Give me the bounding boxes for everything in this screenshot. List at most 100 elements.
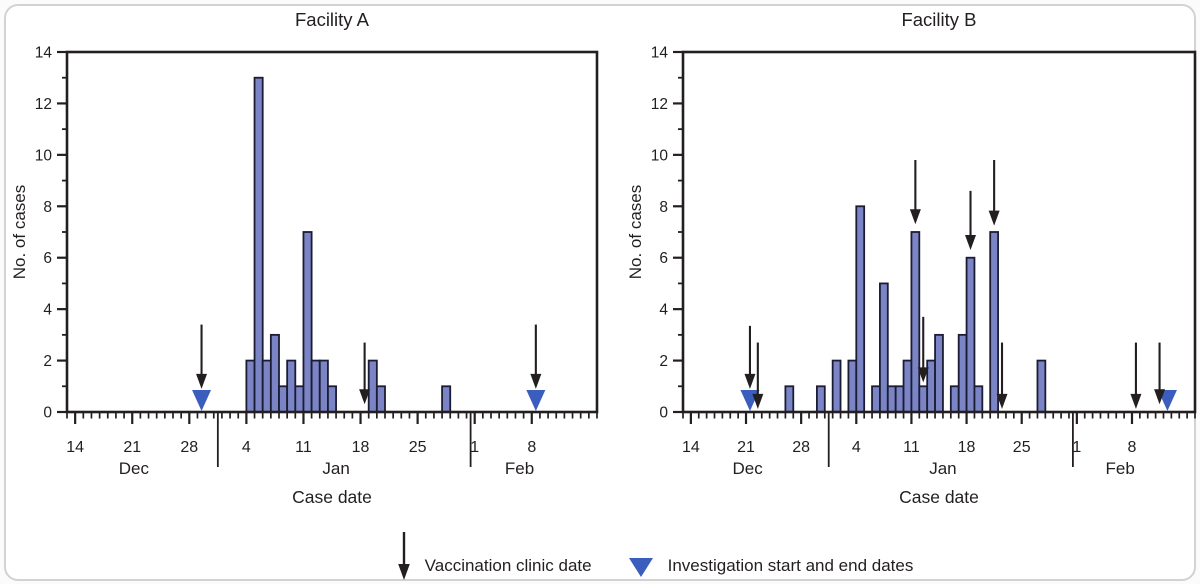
case-bar: [278, 385, 289, 413]
x-tick-label: 18: [958, 439, 976, 456]
x-tick-label: 8: [1128, 439, 1137, 456]
case-bar: [784, 385, 795, 413]
vaccination-arrow: [1154, 342, 1166, 405]
case-bar: [1036, 359, 1047, 413]
y-tick-label: 6: [43, 250, 52, 267]
x-tick-label: 4: [852, 439, 861, 456]
legend-item-vaccination: Vaccination clinic date: [397, 530, 592, 582]
y-tick-label: 10: [651, 147, 669, 164]
case-bar: [989, 231, 999, 413]
y-tick-label: 8: [43, 199, 52, 216]
vaccination-arrow: [988, 160, 1000, 226]
case-bar: [375, 385, 386, 413]
x-tick-label: 4: [242, 439, 251, 456]
x-tick-label: 8: [527, 439, 536, 456]
case-bar: [441, 385, 452, 413]
case-bars: [245, 76, 452, 413]
vaccination-arrow: [744, 325, 756, 389]
y-tick-label: 4: [43, 302, 52, 319]
vaccination-arrow: [909, 160, 921, 225]
month-label: Dec: [119, 459, 150, 478]
x-tick-label: 14: [66, 439, 84, 456]
case-bar: [245, 359, 256, 413]
x-axis-title: Case date: [899, 487, 979, 507]
investigation-markers: [192, 390, 546, 411]
epi-curve-facility-b: Facility B 0 2 4 6 8 10 12 14 No. of cases 14 21 28 4…: [626, 9, 1197, 507]
case-bar: [847, 359, 858, 413]
x-tick-label: 18: [352, 439, 370, 456]
case-bar: [261, 359, 272, 413]
x-tick-label: 28: [792, 439, 810, 456]
y-tick-label: 14: [651, 45, 669, 62]
vaccination-arrow: [196, 324, 208, 389]
x-axis-title: Case date: [292, 487, 372, 507]
case-bar: [327, 385, 337, 413]
y-axis-title: No. of cases: [10, 185, 29, 280]
vaccination-arrow: [917, 316, 929, 383]
vaccination-arrow: [1130, 342, 1142, 409]
x-tick-label: 21: [123, 439, 141, 456]
panel-title: Facility B: [901, 9, 976, 30]
case-bar: [871, 385, 881, 413]
triangle-marker-icon: [628, 558, 653, 577]
y-axis-title: No. of cases: [626, 185, 645, 280]
x-tick-label: 1: [1072, 439, 1081, 456]
y-tick-label: 0: [659, 405, 668, 422]
vaccination-arrows: [196, 324, 542, 405]
case-bar: [302, 231, 313, 413]
legend-item-investigation: Investigation start and end dates: [628, 556, 914, 582]
y-tick-label: 4: [659, 302, 668, 319]
case-bar: [957, 333, 968, 413]
y-tick-label: 12: [651, 96, 668, 113]
case-bar: [318, 359, 329, 413]
y-tick-label: 8: [659, 199, 668, 216]
down-arrow-icon: [397, 532, 410, 580]
case-bar: [269, 333, 280, 413]
case-bar: [894, 385, 905, 413]
case-bar: [902, 359, 913, 413]
x-tick-label: 11: [903, 439, 920, 456]
vaccination-arrow: [359, 342, 371, 405]
x-tick-label: 25: [1013, 439, 1031, 456]
month-label: Jan: [322, 459, 349, 478]
legend-label-investigation: Investigation start and end dates: [667, 556, 914, 575]
case-bar: [910, 231, 921, 413]
investigation-marker: [526, 390, 546, 411]
x-tick-label: 1: [470, 439, 479, 456]
investigation-marker: [192, 390, 212, 411]
case-bar: [965, 256, 976, 413]
month-label: Dec: [732, 459, 763, 478]
vaccination-arrows: [744, 160, 1166, 409]
case-bar: [934, 333, 944, 413]
y-axis: 0 2 4 6 8 10 12 14 No. of cases: [626, 45, 683, 422]
x-tick-label: 11: [295, 439, 312, 456]
case-bar: [253, 76, 264, 413]
case-bar: [294, 385, 305, 413]
month-label: Jan: [929, 459, 956, 478]
y-tick-label: 2: [659, 353, 668, 370]
case-bar: [816, 385, 826, 413]
case-bar: [855, 205, 866, 413]
y-tick-label: 0: [43, 405, 52, 422]
y-tick-label: 14: [35, 45, 53, 62]
case-bar: [918, 385, 929, 413]
month-label: Feb: [1106, 459, 1135, 478]
y-axis: 0 2 4 6 8 10 12 14 No. of cases: [10, 45, 67, 422]
vaccination-arrow: [965, 190, 977, 250]
y-tick-label: 2: [43, 353, 52, 370]
case-bar: [831, 359, 842, 413]
month-label: Feb: [505, 459, 534, 478]
vaccination-arrow: [752, 342, 764, 409]
x-tick-label: 21: [737, 439, 755, 456]
legend: Vaccination clinic date Investigation st…: [55, 516, 1200, 582]
legend-label-vaccination: Vaccination clinic date: [424, 556, 592, 575]
x-tick-label: 28: [180, 439, 198, 456]
case-bar: [949, 385, 960, 413]
y-tick-label: 10: [35, 147, 53, 164]
vaccination-arrow: [996, 342, 1008, 409]
x-tick-label: 14: [682, 439, 700, 456]
y-tick-label: 12: [35, 96, 52, 113]
y-tick-label: 6: [659, 250, 668, 267]
